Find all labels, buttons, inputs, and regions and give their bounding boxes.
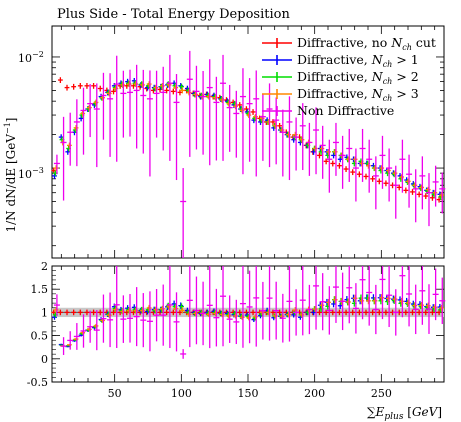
- legend-entry-4: Non Diffractive: [297, 103, 394, 118]
- xtick-label: 50: [108, 387, 122, 400]
- legend-entry-0: Diffractive, no Nch cut: [297, 35, 436, 52]
- chart-title: Plus Side - Total Energy Deposition: [57, 7, 290, 22]
- y-axis-label: 1/N dN/dE [GeV−1]: [3, 118, 18, 233]
- ytick-label-1e-3: 10−3: [18, 166, 44, 181]
- ratio-ytick-label: 2: [41, 260, 48, 273]
- ratio-ytick-label: 1.5: [31, 283, 49, 296]
- legend-entry-3: Diffractive, Nch > 3: [297, 86, 419, 103]
- series-4: [53, 50, 446, 258]
- ratio-ytick-label: 1: [41, 306, 48, 319]
- xtick-label: 200: [304, 387, 325, 400]
- ratio-series-3: [53, 294, 444, 347]
- ratio-ytick-label: 0: [41, 353, 48, 366]
- ytick-label-1e-2: 10−2: [18, 50, 44, 65]
- x-axis: 50 100 150 200 250: [60, 26, 436, 400]
- ratio-frame: [51, 265, 445, 383]
- legend-entry-2: Diffractive, Nch > 2: [297, 69, 419, 86]
- ratio-ytick-label: -0.5: [27, 376, 48, 389]
- xtick-label: 250: [371, 387, 392, 400]
- ratio-ticks: -0.5 0 0.5 1 1.5 2: [27, 260, 444, 389]
- ratio-panel: -0.5 0 0.5 1 1.5 2: [27, 260, 446, 389]
- main-panel: 10−2 10−3: [18, 25, 446, 259]
- ratio-points: [51, 266, 446, 359]
- xtick-label: 150: [238, 387, 259, 400]
- legend-entry-1: Diffractive, Nch > 1: [297, 52, 419, 69]
- ratio-ytick-label: 0.5: [31, 330, 49, 343]
- x-axis-label: ∑Eplus [GeV]: [367, 405, 442, 422]
- ratio-series-4: [53, 266, 446, 359]
- main-points: [51, 50, 446, 258]
- xtick-label: 100: [171, 387, 192, 400]
